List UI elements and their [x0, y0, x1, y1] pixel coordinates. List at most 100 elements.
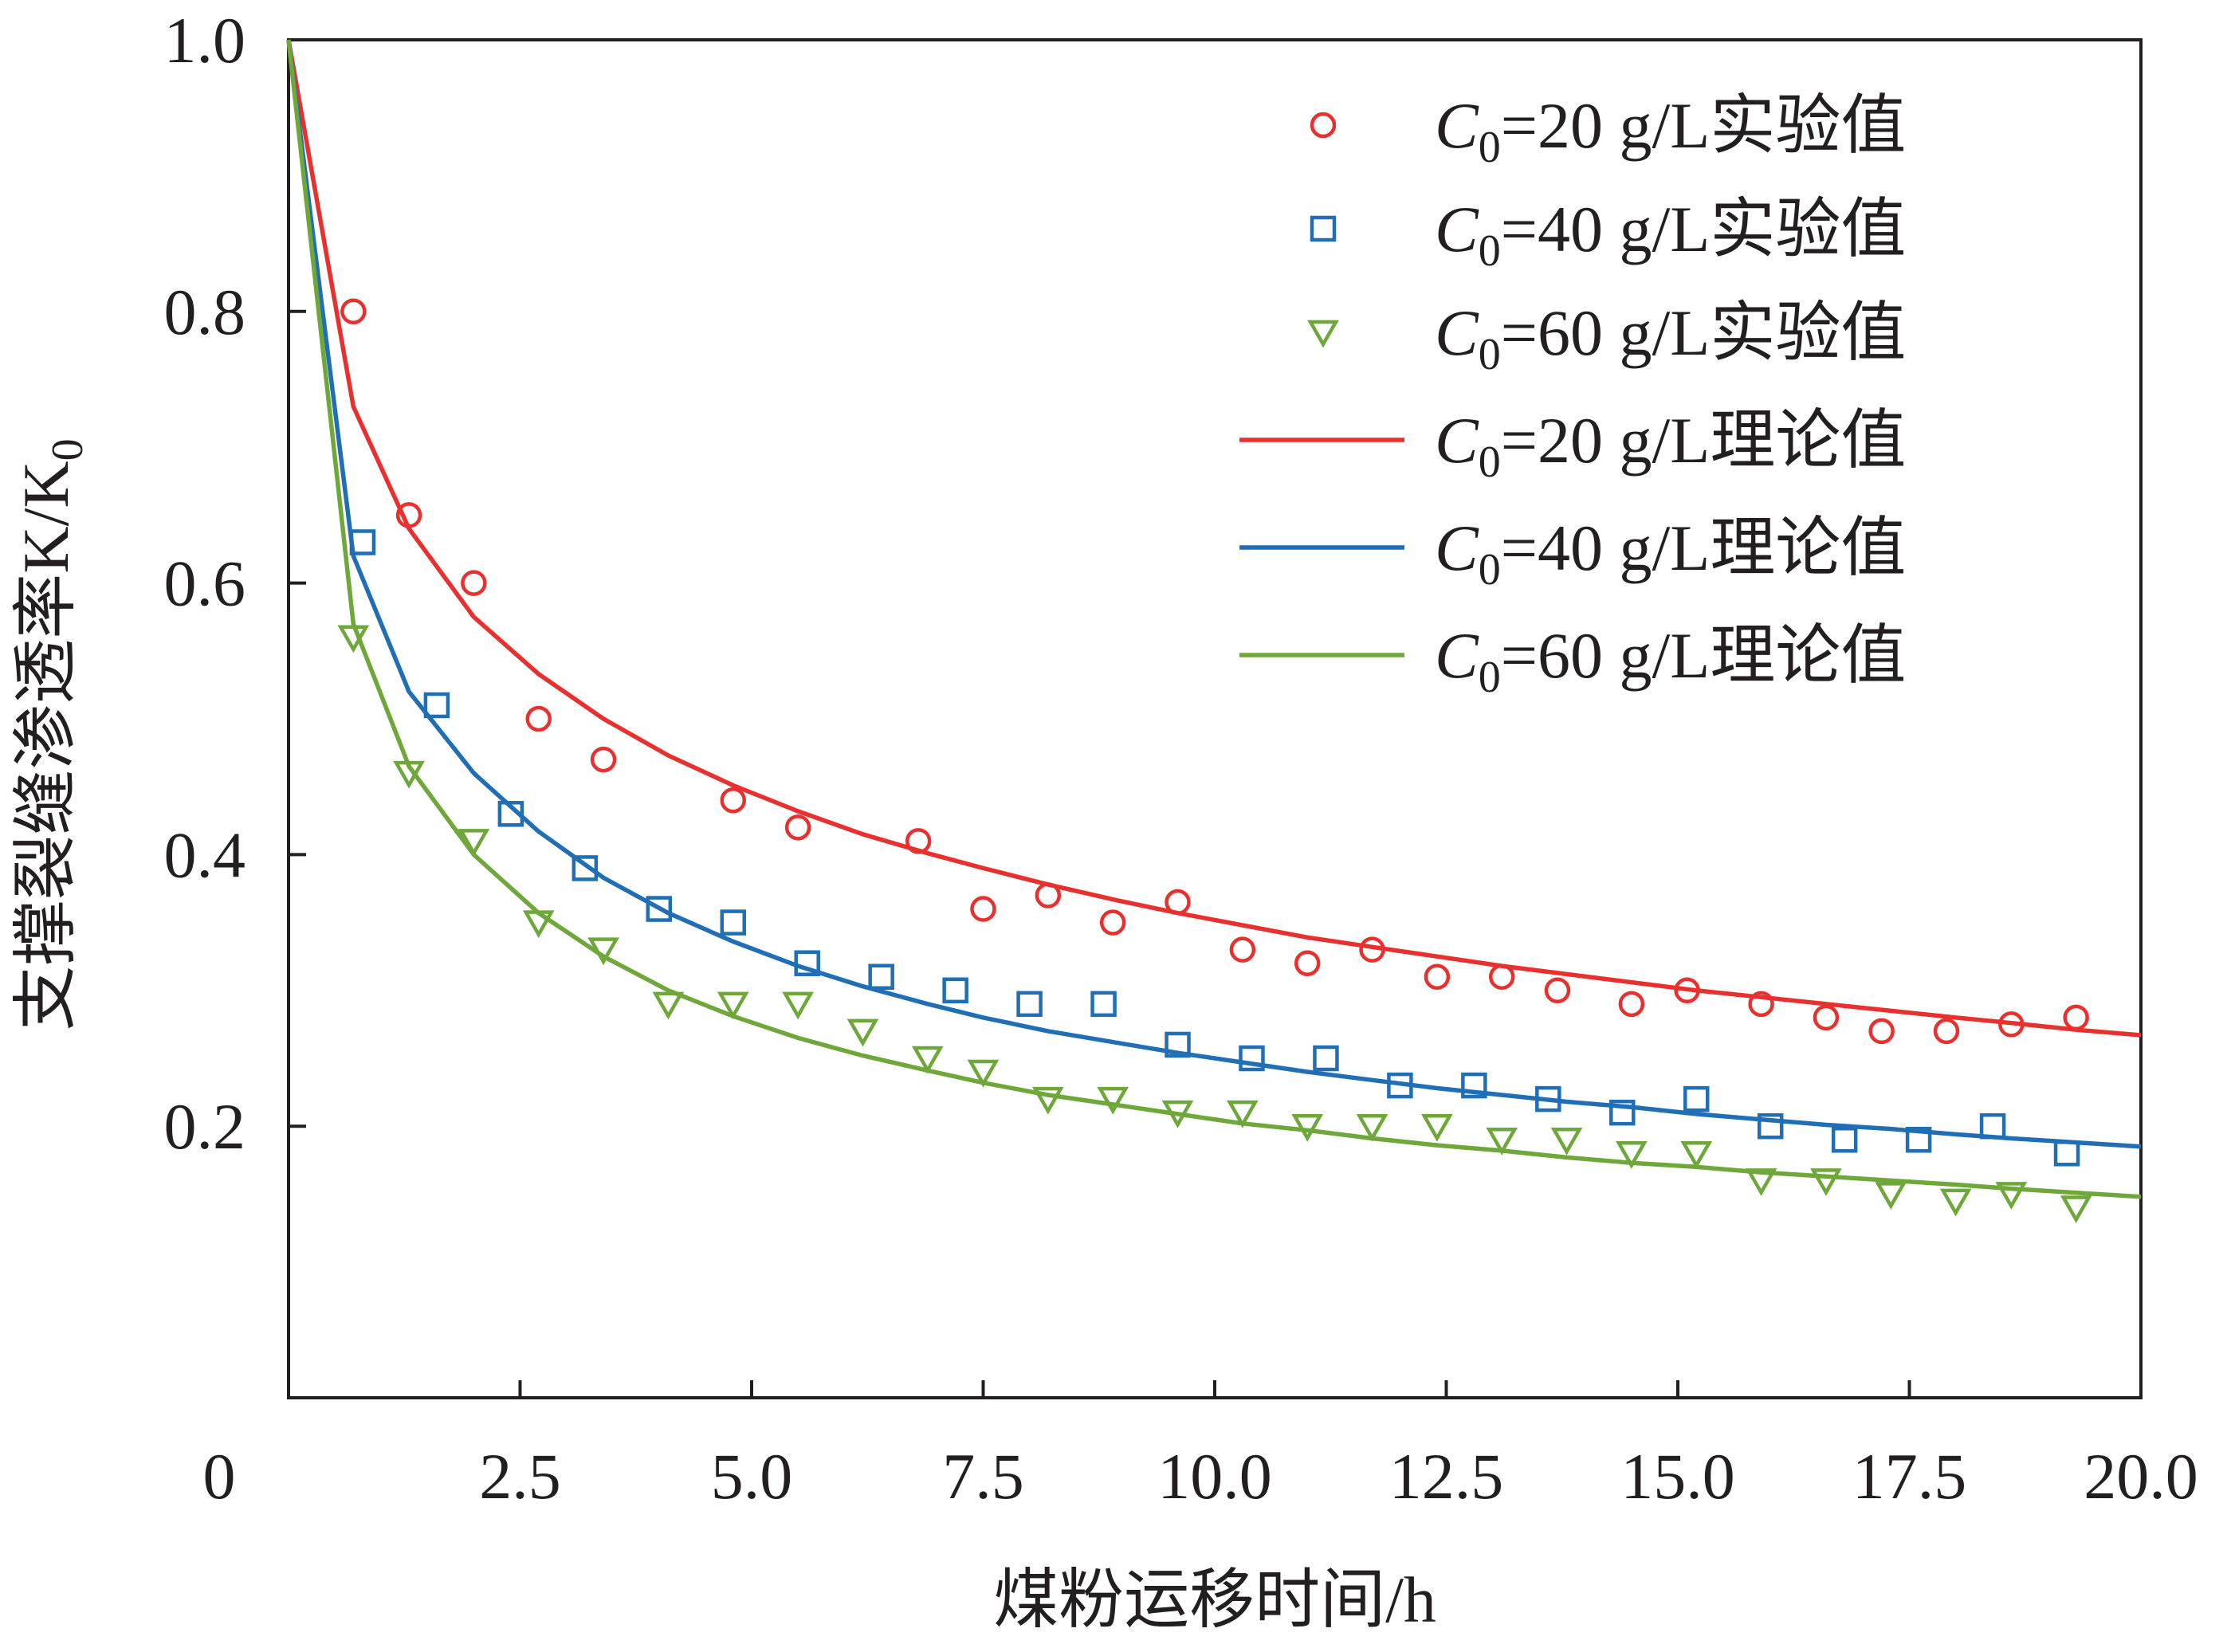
data-point	[970, 896, 996, 922]
data-point	[522, 910, 555, 939]
data-point	[458, 829, 490, 857]
data-point	[571, 855, 599, 881]
data-point	[1161, 1100, 1194, 1128]
data-point	[1550, 1127, 1583, 1156]
legend-item-0: C0=20 g/L实验值	[1310, 89, 1906, 172]
data-point	[340, 298, 367, 325]
data-point	[720, 787, 747, 814]
x-tick-label: 12.5	[1389, 1440, 1504, 1513]
data-point	[967, 1059, 1000, 1088]
data-point	[1998, 1011, 2025, 1038]
legend-item-5: C0=60 g/L理论值	[1239, 619, 1906, 702]
data-point	[1165, 889, 1191, 916]
series-line	[286, 39, 2142, 1038]
y-tick-label: 0.8	[164, 276, 246, 348]
data-point	[1486, 1127, 1518, 1156]
legend-item-3: C0=20 g/L理论值	[1239, 404, 1906, 487]
data-point	[1488, 963, 1515, 991]
legend-marker	[1310, 112, 1337, 139]
x-tick-label: 2.5	[479, 1440, 561, 1513]
data-point	[1424, 963, 1451, 991]
data-point	[1291, 1113, 1324, 1142]
data-point	[1905, 1126, 1932, 1153]
data-point	[1461, 1072, 1487, 1099]
data-point	[942, 977, 968, 1004]
data-point	[1810, 1168, 1842, 1196]
x-tick-label: 20.0	[2084, 1440, 2198, 1513]
data-point	[1099, 909, 1126, 936]
legend-label: C0=40 g/L理论值	[1435, 512, 1906, 594]
data-point	[911, 1046, 944, 1074]
data-point	[652, 991, 685, 1020]
data-point	[1356, 1113, 1388, 1142]
data-point	[2060, 1195, 2092, 1223]
legend-item-4: C0=40 g/L理论值	[1239, 512, 1906, 594]
data-point	[1035, 882, 1062, 908]
data-point	[2053, 1140, 2080, 1167]
data-point	[1618, 991, 1645, 1018]
legend-item-2: C0=60 g/L实验值	[1307, 296, 1906, 379]
series-2	[337, 625, 2092, 1223]
data-point	[1868, 1018, 1895, 1045]
data-point	[461, 570, 487, 596]
data-point	[720, 909, 747, 936]
y-tick-label: 0.6	[164, 547, 246, 620]
data-point	[1674, 977, 1700, 1004]
data-point	[337, 625, 370, 653]
series-layer	[286, 39, 2142, 1223]
data-point	[1616, 1141, 1648, 1169]
series-line	[286, 39, 2142, 1149]
legend-label: C0=60 g/L实验值	[1435, 296, 1906, 379]
data-point	[2063, 1004, 2089, 1031]
legend-label: C0=60 g/L理论值	[1435, 619, 1906, 702]
data-point	[1757, 1112, 1784, 1140]
data-point	[497, 801, 524, 827]
data-point	[1165, 1031, 1191, 1058]
data-point	[868, 963, 894, 991]
series-0	[340, 298, 2089, 1045]
data-point	[1313, 1045, 1339, 1072]
x-tick-label: 7.5	[942, 1440, 1024, 1513]
data-point	[1745, 1168, 1777, 1196]
data-point	[1097, 1086, 1129, 1115]
data-point	[717, 991, 749, 1020]
data-point	[1680, 1141, 1713, 1169]
data-point	[1016, 991, 1043, 1018]
x-tick-label: 15.0	[1620, 1440, 1735, 1513]
legend: C0=20 g/L实验值 C0=40 g/L实验值 C0=60 g/L实验值 C0=2…	[1239, 89, 1906, 702]
series-4	[286, 39, 2142, 1149]
data-point	[349, 529, 376, 555]
data-point	[646, 896, 673, 922]
data-point	[782, 991, 814, 1020]
x-tick-label: 17.5	[1852, 1440, 1967, 1513]
data-point	[1979, 1112, 2006, 1140]
data-point	[395, 502, 422, 528]
legend-marker	[1310, 215, 1337, 242]
data-point	[590, 746, 617, 773]
data-point	[1359, 936, 1385, 963]
data-point	[1748, 991, 1774, 1018]
data-point	[784, 814, 811, 841]
y-axis-label: 支撑裂缝渗透率K/K0	[10, 438, 92, 1030]
data-point	[1995, 1182, 2028, 1210]
data-point	[1031, 1086, 1064, 1115]
axes-layer: 0 2.5 5.0 7.5 10.0 12.5 15.0 17.5 20.0 0.2 0.4 0.6 0…	[10, 4, 2198, 1636]
x-tick-label: 0	[203, 1440, 236, 1513]
y-tick-label: 0.4	[164, 818, 246, 891]
data-point	[525, 705, 552, 732]
data-point	[1387, 1072, 1413, 1099]
data-point	[1939, 1188, 1972, 1217]
legend-label: C0=40 g/L实验值	[1435, 193, 1906, 276]
data-point	[1226, 1100, 1259, 1128]
legend-item-1: C0=40 g/L实验值	[1310, 193, 1906, 276]
data-point	[1683, 1085, 1710, 1112]
legend-label: C0=20 g/L理论值	[1435, 404, 1906, 487]
data-point	[587, 937, 619, 966]
data-point	[846, 1018, 879, 1047]
x-axis-label: 煤粉运移时间/h	[993, 1564, 1436, 1636]
data-point	[1239, 1045, 1265, 1072]
data-point	[1535, 1085, 1561, 1112]
data-point	[1609, 1099, 1636, 1126]
y-tick-label: 0.2	[164, 1090, 246, 1163]
legend-label: C0=20 g/L实验值	[1435, 89, 1906, 172]
